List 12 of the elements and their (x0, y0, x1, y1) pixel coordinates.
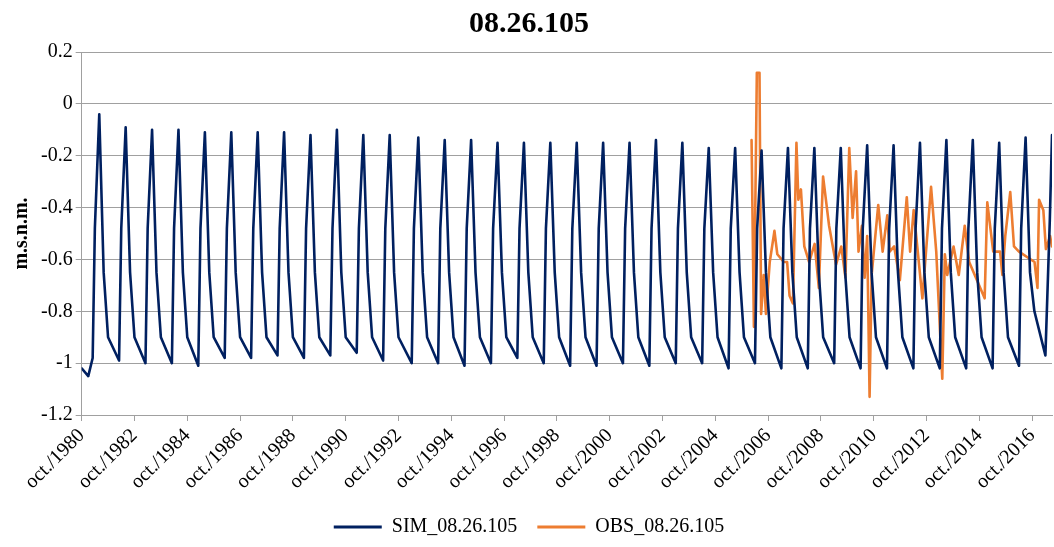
y-tick-label: -0.2 (40, 142, 73, 165)
y-tick-label: -1 (55, 350, 73, 373)
y-tick-label: -1.2 (40, 402, 73, 425)
y-axis-title: m.s.n.m. (9, 197, 32, 270)
y-tick-label: 0.2 (47, 39, 73, 62)
y-tick-label: -0.4 (40, 194, 73, 217)
chart-title: 08.26.105 (469, 4, 589, 38)
y-tick-label: -0.6 (40, 246, 73, 269)
legend-label: OBS_08.26.105 (595, 514, 725, 537)
legend-label: SIM_08.26.105 (391, 514, 518, 537)
y-tick-label: 0 (62, 91, 73, 114)
y-tick-label: -0.8 (40, 298, 73, 321)
